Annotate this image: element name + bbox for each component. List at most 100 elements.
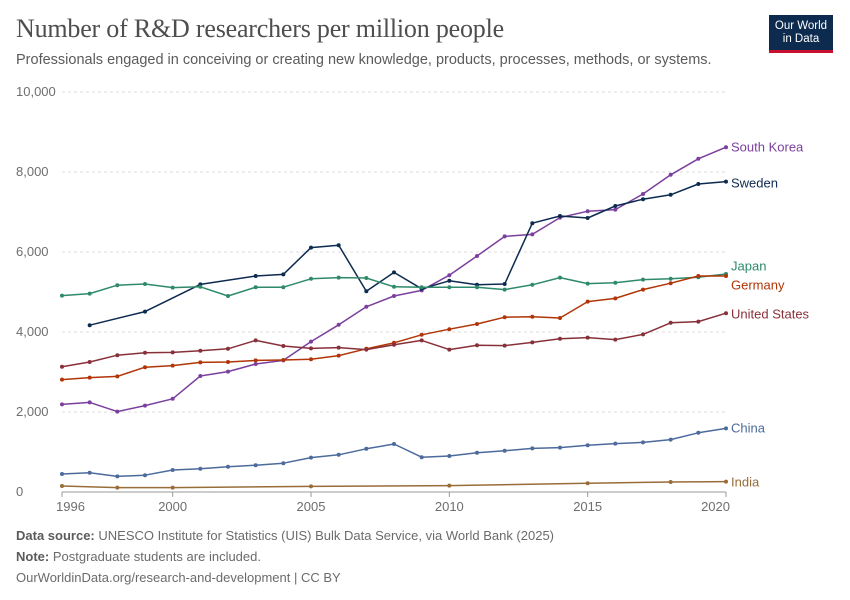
data-point-china [281, 461, 286, 466]
y-tick-label: 2,000 [16, 404, 49, 419]
data-point-japan [198, 284, 203, 289]
data-point-united-states [281, 344, 286, 348]
chart-subtitle: Professionals engaged in conceiving or c… [16, 52, 712, 68]
data-point-united-states [226, 346, 230, 351]
data-point-south-korea [143, 403, 147, 408]
data-point-germany [447, 327, 452, 332]
y-tick-label: 0 [16, 484, 23, 499]
data-point-japan [253, 285, 258, 290]
data-point-united-states [309, 346, 313, 351]
series-line-united-states [61, 312, 727, 368]
data-point-germany [253, 358, 258, 363]
logo-line-2: in Data [782, 33, 820, 45]
data-point-united-states [613, 337, 618, 342]
data-point-united-states [696, 319, 701, 324]
data-point-china [724, 426, 728, 431]
note-text: Postgraduate students are included. [52, 549, 261, 564]
series-label-india: India [731, 475, 760, 490]
source-link[interactable]: OurWorldinData.org/research-and-developm… [16, 570, 341, 585]
y-tick-label: 6,000 [16, 244, 49, 259]
series-label-japan: Japan [731, 259, 766, 274]
data-point-sweden [253, 274, 258, 278]
data-point-india [170, 485, 175, 490]
data-point-south-korea [87, 400, 92, 405]
data-point-germany [143, 365, 147, 370]
data-point-sweden [641, 197, 645, 202]
data-point-sweden [447, 278, 452, 283]
y-tick-label: 10,000 [16, 84, 56, 99]
data-point-germany [696, 274, 701, 278]
data-point-united-states [253, 338, 258, 343]
data-point-south-korea [475, 254, 479, 258]
series-label-germany: Germany [731, 278, 785, 293]
data-point-south-korea [641, 192, 645, 196]
data-point-south-korea [613, 207, 618, 212]
series-line-germany [61, 275, 726, 381]
data-point-india [668, 480, 673, 484]
data-point-india [60, 484, 64, 488]
data-point-sweden [309, 245, 313, 250]
data-point-india [447, 483, 452, 488]
data-point-south-korea [392, 294, 396, 298]
data-point-united-states [475, 343, 479, 348]
data-point-china [641, 440, 645, 445]
x-tick-label: 2010 [435, 499, 464, 514]
data-point-united-states [364, 347, 369, 352]
data-point-germany [87, 375, 92, 380]
data-point-united-states [170, 350, 175, 355]
data-point-south-korea [309, 339, 313, 344]
owid-logo[interactable]: Our World in Data [769, 15, 833, 53]
y-tick-label: 8,000 [16, 164, 49, 179]
data-point-japan [641, 277, 645, 282]
data-point-sweden [364, 289, 369, 294]
data-point-united-states [336, 345, 341, 350]
data-point-japan [170, 285, 175, 290]
data-point-united-states [447, 347, 452, 352]
data-point-united-states [419, 338, 424, 343]
data-point-china [364, 446, 369, 451]
data-point-united-states [392, 342, 396, 347]
chart-title: Number of R&D researchers per million pe… [16, 14, 504, 43]
data-source-text: UNESCO Institute for Statistics (UIS) Bu… [98, 528, 555, 543]
chart-note: Note: Postgraduate students are included… [16, 549, 261, 564]
data-point-china [253, 463, 258, 468]
data-point-china [336, 452, 341, 457]
data-point-china [309, 455, 313, 460]
data-point-germany [668, 281, 673, 286]
data-point-japan [87, 291, 92, 296]
data-point-china [475, 450, 479, 455]
data-point-germany [281, 358, 286, 362]
series-label-china: China [731, 421, 766, 436]
data-point-germany [502, 315, 507, 320]
data-point-sweden [668, 192, 673, 197]
data-point-united-states [60, 364, 64, 369]
data-point-united-states [143, 350, 147, 355]
data-point-united-states [641, 332, 645, 337]
data-point-sweden [392, 270, 396, 275]
x-tick-label: 1996 [56, 499, 85, 514]
data-point-germany [558, 316, 562, 320]
series-line-india [61, 480, 727, 489]
data-point-japan [364, 276, 369, 280]
note-label: Note: [16, 549, 50, 564]
data-point-south-korea [253, 362, 258, 366]
data-point-japan [336, 275, 341, 280]
data-point-south-korea [696, 156, 701, 161]
series-line-south-korea [61, 146, 727, 413]
data-point-japan [668, 276, 673, 281]
data-point-germany [585, 299, 590, 304]
data-point-united-states [558, 336, 562, 341]
data-point-sweden [281, 272, 286, 277]
data-point-japan [447, 285, 452, 290]
data-point-germany [226, 360, 230, 364]
series-label-sweden: Sweden [731, 176, 778, 191]
data-point-india [115, 485, 120, 490]
data-point-south-korea [170, 396, 175, 401]
data-point-china [198, 466, 203, 471]
data-point-sweden [724, 179, 728, 184]
data-point-sweden [530, 221, 535, 226]
data-point-china [502, 448, 507, 453]
data-point-germany [198, 360, 203, 365]
data-point-south-korea [115, 409, 120, 414]
